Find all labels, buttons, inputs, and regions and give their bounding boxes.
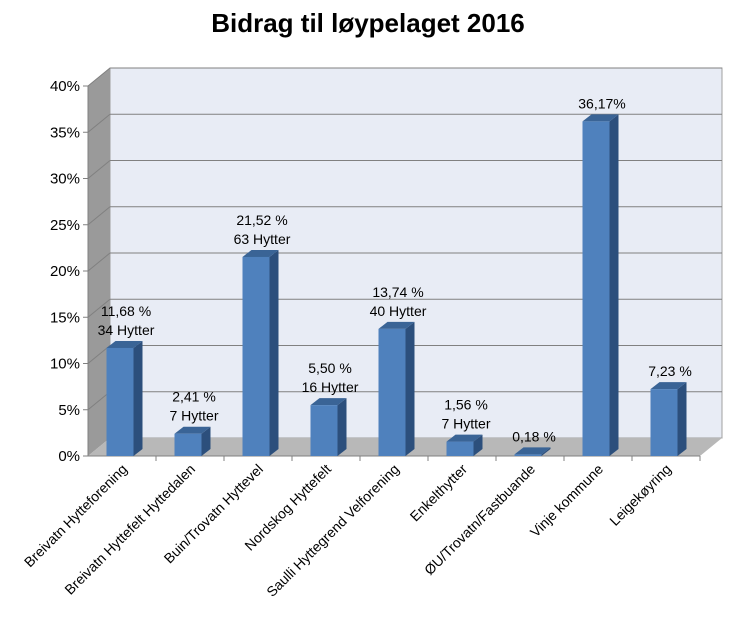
bar bbox=[582, 121, 610, 457]
data-label: 21,52 % bbox=[236, 212, 287, 228]
chart-title: Bidrag til løypelaget 2016 bbox=[211, 8, 525, 38]
bar-top bbox=[106, 340, 143, 348]
bar-top bbox=[446, 434, 483, 442]
y-tick-label: 40% bbox=[50, 78, 80, 95]
gridline-side bbox=[87, 113, 111, 133]
bar-top bbox=[582, 114, 619, 122]
bar-side bbox=[541, 447, 551, 456]
data-label: 7 Hytter bbox=[169, 408, 218, 424]
bar bbox=[106, 347, 134, 456]
y-tick-label: 15% bbox=[50, 309, 80, 326]
data-label: 5,50 % bbox=[308, 360, 352, 376]
bar-side bbox=[473, 434, 483, 456]
bar-top bbox=[650, 382, 687, 390]
data-label: 0,18 % bbox=[512, 428, 556, 444]
x-tick-label: Leigekøyring bbox=[606, 461, 674, 529]
gridline-side bbox=[87, 67, 111, 87]
y-tick-label: 20% bbox=[50, 263, 80, 280]
gridline-side bbox=[87, 298, 111, 318]
bar-top bbox=[242, 249, 279, 257]
x-tick-label: Vinje kommune bbox=[527, 461, 607, 541]
gridline-side bbox=[87, 160, 111, 179]
bar bbox=[446, 441, 474, 456]
data-label: 40 Hytter bbox=[370, 303, 427, 319]
bar-top bbox=[514, 447, 551, 455]
gridline-side bbox=[87, 206, 111, 226]
x-tick-label: Breivatn Hyttefelt Hyttedalen bbox=[61, 461, 198, 598]
y-tick-label: 35% bbox=[50, 124, 80, 141]
data-label: 16 Hytter bbox=[302, 379, 359, 395]
x-tick-label: Enkelthytter bbox=[407, 461, 471, 525]
data-label: 11,68 % bbox=[101, 303, 151, 319]
bar-side bbox=[677, 382, 687, 456]
y-tick-label: 25% bbox=[50, 217, 80, 234]
bar-side bbox=[405, 321, 415, 456]
bar-top bbox=[310, 398, 347, 406]
data-label: 7,23 % bbox=[648, 363, 692, 379]
y-tick-label: 0% bbox=[58, 448, 80, 465]
bar-side bbox=[201, 426, 211, 456]
data-label: 13,74 % bbox=[372, 284, 423, 300]
data-label: 36,17% bbox=[578, 95, 625, 111]
data-label: 63 Hytter bbox=[234, 231, 291, 247]
x-tick-label: ØU/Trovatn/Fastbuande bbox=[421, 461, 538, 578]
data-label: 2,41 % bbox=[172, 389, 216, 405]
x-tick-label: Saulli Hyttegrend Velforening bbox=[263, 461, 402, 600]
bar-side bbox=[609, 114, 619, 457]
bar bbox=[650, 389, 678, 456]
data-label: 7 Hytter bbox=[441, 416, 490, 432]
gridline-side bbox=[87, 391, 111, 411]
y-tick-label: 30% bbox=[50, 171, 80, 188]
bar-top bbox=[174, 426, 211, 434]
bar bbox=[514, 454, 542, 456]
bar bbox=[310, 405, 338, 456]
bar bbox=[378, 328, 406, 456]
bar-side bbox=[133, 340, 143, 456]
y-tick-label: 10% bbox=[50, 356, 80, 373]
gridline-side bbox=[87, 252, 111, 272]
bar-side bbox=[337, 398, 347, 456]
bar-side bbox=[269, 249, 279, 456]
data-label: 34 Hytter bbox=[98, 322, 155, 338]
gridline-side bbox=[87, 345, 111, 364]
data-label: 1,56 % bbox=[444, 397, 488, 413]
y-tick-label: 5% bbox=[58, 402, 80, 419]
bar-top bbox=[378, 321, 415, 329]
bar bbox=[174, 433, 202, 456]
bar bbox=[242, 256, 270, 456]
